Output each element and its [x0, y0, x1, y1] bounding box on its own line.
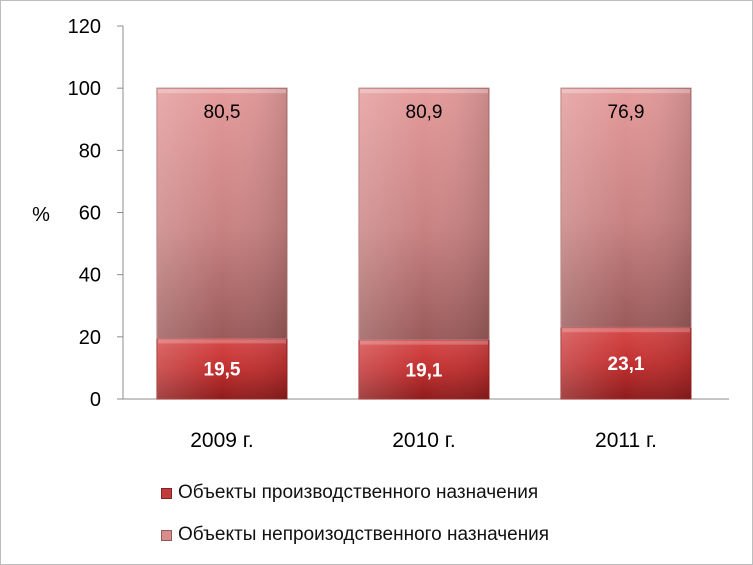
- bar-segment-bevel: [158, 339, 286, 344]
- bar-segment-shine: [359, 88, 489, 340]
- bar-segment-bevel: [562, 328, 690, 333]
- y-tick-label: 20: [79, 327, 101, 349]
- y-tick-label: 100: [68, 78, 101, 100]
- y-tick-label: 120: [68, 16, 101, 38]
- x-tick-label: 2011 г.: [595, 429, 657, 452]
- data-label: 80,9: [406, 102, 443, 123]
- data-label: 19,1: [406, 360, 443, 381]
- y-tick-label: 40: [79, 265, 101, 287]
- axes: 0 20 40 60 80 100 120 2009 г. 2010 г. 2011 г.: [68, 16, 729, 452]
- value-labels: 19,5 80,5 19,1 80,9 23,1 76,9: [204, 102, 645, 381]
- bar-segment-bevel: [360, 340, 488, 345]
- y-axis-label: %: [32, 204, 50, 226]
- legend-item-nonproduction: Объекты непроизодственного назначения: [161, 523, 549, 547]
- x-tick-label: 2010 г.: [392, 429, 455, 452]
- bar-segment-shine: [359, 339, 489, 399]
- y-tick-label: 0: [90, 389, 101, 411]
- legend-label-production: Объекты производственного назначения: [178, 482, 539, 503]
- stacked-bar-chart: % 0 20 40 60 80 100 120 2009 г. 2010 г. 2011 г. 1…: [32, 16, 729, 452]
- legend: Объекты производственного назначения Объ…: [161, 481, 549, 565]
- legend-swatch-nonproduction: [161, 529, 172, 541]
- bar-segment-bevel: [562, 89, 690, 94]
- data-label: 76,9: [608, 102, 645, 123]
- data-label: 80,5: [204, 102, 241, 123]
- bar-segment-bevel: [158, 89, 286, 94]
- bar-segment-bevel: [360, 89, 488, 94]
- x-tick-label: 2009 г.: [190, 429, 253, 452]
- bar-segment-shine: [561, 327, 691, 399]
- y-tick-label: 60: [79, 203, 101, 225]
- legend-label-nonproduction: Объекты непроизодственного назначения: [178, 524, 550, 545]
- bars: [156, 87, 692, 400]
- y-tick-label: 80: [79, 140, 101, 162]
- bar-segment-shine: [157, 88, 287, 339]
- bar-segment-shine: [157, 338, 287, 399]
- data-label: 23,1: [608, 354, 645, 375]
- legend-item-production: Объекты производственного назначения: [161, 481, 549, 505]
- data-label: 19,5: [204, 360, 241, 381]
- bar-segment-shine: [561, 88, 691, 328]
- legend-swatch-production: [161, 487, 172, 499]
